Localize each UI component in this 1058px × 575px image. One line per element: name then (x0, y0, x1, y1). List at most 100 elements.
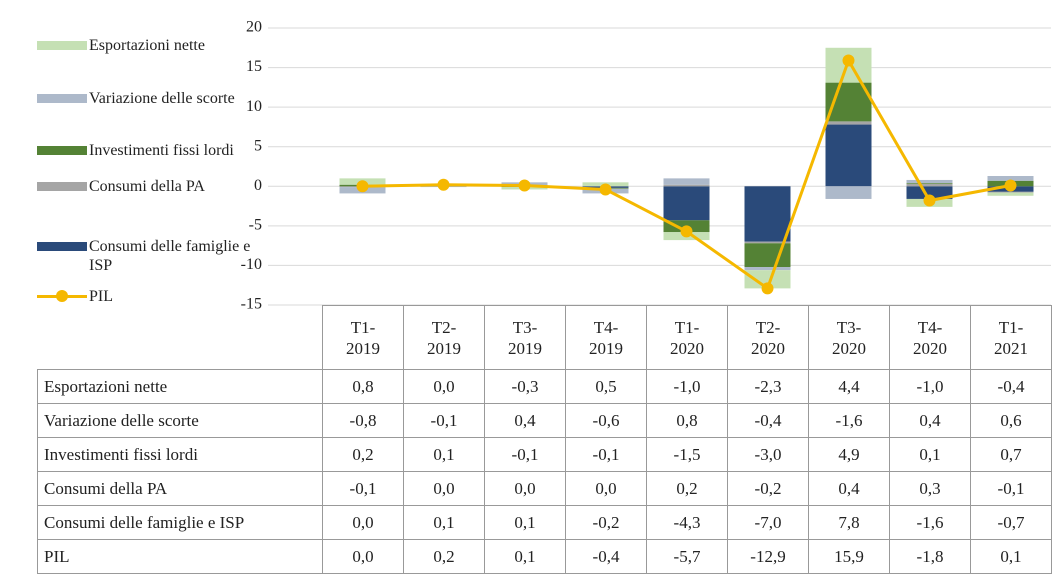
table-cell: -12,9 (727, 539, 809, 574)
legend-label: Consumi della PA (89, 178, 205, 195)
table-cell: 0,0 (403, 471, 485, 506)
category-label: T1-2020 (646, 305, 728, 370)
header-row: T1-2019 T2-2019 T3-2019 T4-2019 T1-2020 T2-20… (38, 305, 1052, 370)
bar-segment (663, 178, 710, 185)
table-cell: -0,4 (970, 369, 1052, 404)
bar-segment (987, 175, 1034, 181)
y-tick-label: -15 (241, 296, 262, 313)
table-cell: -0,1 (322, 471, 404, 506)
bar-segment (825, 121, 872, 125)
bar-segment (744, 267, 791, 271)
table-cell: 0,0 (484, 471, 566, 506)
y-tick-label: 5 (254, 137, 262, 154)
table-cell: 0,2 (403, 539, 485, 574)
table-row: PIL 0,0 0,2 0,1 -0,4 -5,7 -12,9 15,9 -1,8 0,1 (37, 539, 1052, 574)
table-cell: -7,0 (727, 505, 809, 540)
bar-segment (906, 179, 953, 184)
bar-segment (744, 186, 791, 242)
table-cell: 4,9 (808, 437, 890, 472)
legend-item: PIL (37, 287, 252, 306)
table-cell: 4,4 (808, 369, 890, 404)
category-label: T3-2019 (484, 305, 566, 370)
table-cell: -1,8 (889, 539, 971, 574)
legend-swatch (37, 290, 87, 302)
bar-segment (906, 183, 953, 184)
table-cell: -2,3 (727, 369, 809, 404)
y-tick-label: -10 (241, 256, 262, 273)
line-marker (680, 225, 693, 238)
table-cell: 0,2 (322, 437, 404, 472)
y-tick-label: -5 (249, 217, 262, 234)
table-cell: -0,1 (970, 471, 1052, 506)
bar-segment (906, 186, 953, 199)
bar-segment (663, 186, 710, 221)
row-label: Investimenti fissi lordi (37, 437, 323, 472)
legend-label: Esportazioni nette (89, 37, 205, 54)
line-marker (761, 282, 774, 295)
y-tick-label: 0 (254, 177, 262, 194)
table-cell: -0,3 (484, 369, 566, 404)
table-cell: 0,3 (889, 471, 971, 506)
legend-swatch (37, 41, 87, 50)
bar-segment (663, 184, 710, 187)
bar-segment (987, 191, 1034, 193)
table-cell: -0,1 (484, 437, 566, 472)
legend-label: PIL (89, 288, 113, 305)
bar-segment (744, 241, 791, 244)
table-cell: 0,1 (484, 505, 566, 540)
table-cell: 0,0 (322, 539, 404, 574)
table-cell: -0,1 (403, 403, 485, 438)
table-cell: 0,4 (889, 403, 971, 438)
table-cell: -1,0 (646, 369, 728, 404)
legend-swatch (37, 182, 87, 191)
legend-item: Variazione delle scorte (37, 89, 252, 108)
table-cell: 0,6 (970, 403, 1052, 438)
table-cell: 0,1 (889, 437, 971, 472)
table-cell: -5,7 (646, 539, 728, 574)
y-tick-label: 10 (246, 98, 262, 115)
legend-marker (56, 290, 68, 302)
table-cell: 0,7 (970, 437, 1052, 472)
table-cell: 0,8 (646, 403, 728, 438)
legend-label: Variazione delle scorte (89, 90, 235, 107)
table-cell: 0,1 (970, 539, 1052, 574)
table-cell: 0,0 (565, 471, 647, 506)
bar-segment (744, 270, 791, 289)
row-label: Variazione delle scorte (37, 403, 323, 438)
bar-segment (987, 192, 1034, 196)
table-cell: 15,9 (808, 539, 890, 574)
legend-swatch (37, 146, 87, 155)
line (362, 56, 1011, 291)
bar-segment (825, 124, 872, 187)
legend-label: Investimenti fissi lordi (89, 142, 234, 159)
category-label: T3-2020 (808, 305, 890, 370)
table-cell: -3,0 (727, 437, 809, 472)
table-row: Consumi della PA -0,1 0,0 0,0 0,0 0,2 -0,2 0,4 0… (37, 471, 1052, 506)
table-cell: -1,6 (889, 505, 971, 540)
table-cell: 0,4 (808, 471, 890, 506)
row-label: Esportazioni nette (37, 369, 323, 404)
table-row: Variazione delle scorte -0,8 -0,1 0,4 -0,6 0,… (37, 403, 1052, 438)
category-label: T4-2019 (565, 305, 647, 370)
category-label: T2-2020 (727, 305, 809, 370)
table-cell: -1,0 (889, 369, 971, 404)
legend-item: Consumi della PA (37, 177, 252, 196)
bar-segment (744, 243, 791, 268)
table-cell: 0,4 (484, 403, 566, 438)
table-row: Consumi delle famiglie e ISP 0,0 0,1 0,1 -0,… (37, 505, 1052, 540)
table-row: Esportazioni nette 0,8 0,0 -0,3 0,5 -1,0 -2,3 4… (37, 369, 1052, 404)
category-label: T2-2019 (403, 305, 485, 370)
table-cell: -0,4 (727, 403, 809, 438)
table-cell: -0,7 (970, 505, 1052, 540)
legend-label: Consumi delle famiglie e ISP (89, 238, 251, 274)
table-cell: 0,1 (484, 539, 566, 574)
line-marker (518, 179, 531, 192)
table-cell: 7,8 (808, 505, 890, 540)
line-marker (356, 180, 369, 193)
bar-segment (825, 186, 872, 199)
table-cell: -0,6 (565, 403, 647, 438)
table-cell: -4,3 (646, 505, 728, 540)
table-cell: 0,8 (322, 369, 404, 404)
